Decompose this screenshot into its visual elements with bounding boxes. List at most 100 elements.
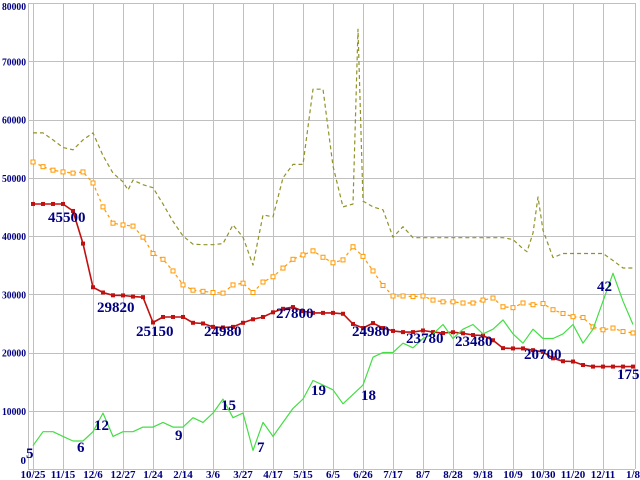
y-tick-label: 80000 <box>2 1 26 13</box>
lowest-price-marker <box>601 364 605 369</box>
x-tick-label: 3/6 <box>206 469 221 480</box>
lowest-price-marker <box>311 310 315 315</box>
plot-border <box>28 3 636 470</box>
lowest-price-marker <box>241 320 245 325</box>
average-price-marker <box>40 164 46 170</box>
average-price-marker <box>290 256 296 262</box>
lowest-price-marker <box>121 293 125 298</box>
value-label-lowest-price: 23480 <box>455 334 493 350</box>
average-price-marker <box>180 282 186 288</box>
value-label-lowest-price: 20700 <box>524 347 562 363</box>
average-price-marker <box>420 293 426 299</box>
lowest-price-marker <box>531 348 535 353</box>
lowest-price-markers <box>31 201 635 369</box>
value-label-lowest-price: 24980 <box>204 324 242 340</box>
average-price-marker <box>410 294 416 300</box>
x-tick-label: 4/17 <box>263 469 283 480</box>
x-tick-label: 11/15 <box>51 469 76 480</box>
average-price-marker <box>540 301 546 307</box>
average-price-marker <box>80 169 86 175</box>
lowest-price-marker <box>441 331 445 336</box>
lowest-price-marker <box>31 201 35 206</box>
value-label-lowest-price: 45500 <box>48 210 86 226</box>
average-price-marker <box>240 280 246 286</box>
lowest-price-marker <box>491 338 495 343</box>
average-price-marker <box>560 310 566 316</box>
value-label-store-count: 18 <box>361 388 376 404</box>
average-price-marker <box>230 282 236 288</box>
average-price-marker <box>340 257 346 263</box>
gridlines <box>28 3 635 473</box>
average-price-marker <box>310 248 316 254</box>
average-price-marker <box>630 330 636 336</box>
y-tick-label: 0 <box>21 455 27 467</box>
average-price-marker <box>70 170 76 176</box>
x-tick-label: 2/14 <box>173 469 193 480</box>
average-price-marker <box>120 222 126 228</box>
x-tick-label: 1/8 <box>626 469 640 480</box>
value-label-store-count: 19 <box>311 383 326 399</box>
lowest-price-marker <box>471 333 475 338</box>
lowest-price-marker <box>361 326 365 331</box>
lowest-price-marker <box>581 363 585 368</box>
average-price-marker <box>160 256 166 262</box>
average-price-marker <box>300 252 306 258</box>
average-price-marker <box>620 329 626 335</box>
average-price-marker <box>570 314 576 320</box>
lowest-price-marker <box>321 310 325 315</box>
average-price-marker <box>320 254 326 260</box>
average-price-marker <box>550 307 556 313</box>
x-tick-label: 6/26 <box>353 469 373 480</box>
lowest-price-marker <box>521 346 525 351</box>
lowest-price-marker <box>351 321 355 326</box>
x-tick-label: 1/24 <box>143 469 163 480</box>
value-label-store-count: 5 <box>26 446 34 462</box>
x-tick-label: 10/30 <box>530 469 556 480</box>
average-price-marker <box>270 274 276 280</box>
y-tick-label: 40000 <box>2 231 26 243</box>
lowest-price-marker <box>151 320 155 325</box>
series-lowest-price <box>31 201 635 369</box>
x-tick-label: 6/5 <box>326 469 341 480</box>
average-price-marker <box>450 299 456 305</box>
value-label-lowest-price: 23780 <box>406 331 444 347</box>
average-price-marker <box>260 279 266 285</box>
lowest-price-marker <box>481 333 485 338</box>
lowest-price-marker <box>131 294 135 299</box>
average-price-marker <box>140 234 146 240</box>
average-price-marker <box>500 304 506 310</box>
average-price-marker <box>470 300 476 306</box>
y-tick-label: 70000 <box>2 56 26 68</box>
average-price-marker <box>350 244 356 250</box>
lowest-price-marker <box>611 364 615 369</box>
y-tick-label: 50000 <box>2 173 26 185</box>
average-price-marker <box>600 327 606 333</box>
lowest-price-marker <box>421 328 425 333</box>
value-label-lowest-price: 25150 <box>136 324 174 340</box>
average-price-marker <box>370 268 376 274</box>
lowest-price-marker <box>201 321 205 326</box>
lowest-price-marker <box>461 331 465 336</box>
lowest-price-marker <box>571 359 575 364</box>
value-label-store-count: 6 <box>77 440 85 456</box>
average-price-marker <box>30 159 36 165</box>
lowest-price-marker <box>271 310 275 315</box>
x-tick-label: 11/20 <box>561 469 586 480</box>
x-tick-label: 10/25 <box>20 469 46 480</box>
lowest-price-marker <box>41 201 45 206</box>
series-average-price <box>30 159 636 336</box>
average-price-marker <box>380 283 386 289</box>
average-price-marker <box>130 223 136 229</box>
average-price-marker <box>460 300 466 306</box>
value-label-store-count: 15 <box>221 398 236 414</box>
lowest-price-marker <box>91 285 95 290</box>
lowest-price-marker <box>71 208 75 213</box>
lowest-price-marker <box>331 310 335 315</box>
y-axis-labels: 0 10000 20000 30000 40000 50000 60000 70000 8000… <box>2 1 27 467</box>
value-label-store-count: 42 <box>597 279 612 295</box>
average-price-marker <box>90 180 96 186</box>
lowest-price-marker <box>51 201 55 206</box>
lowest-price-marker <box>451 330 455 335</box>
